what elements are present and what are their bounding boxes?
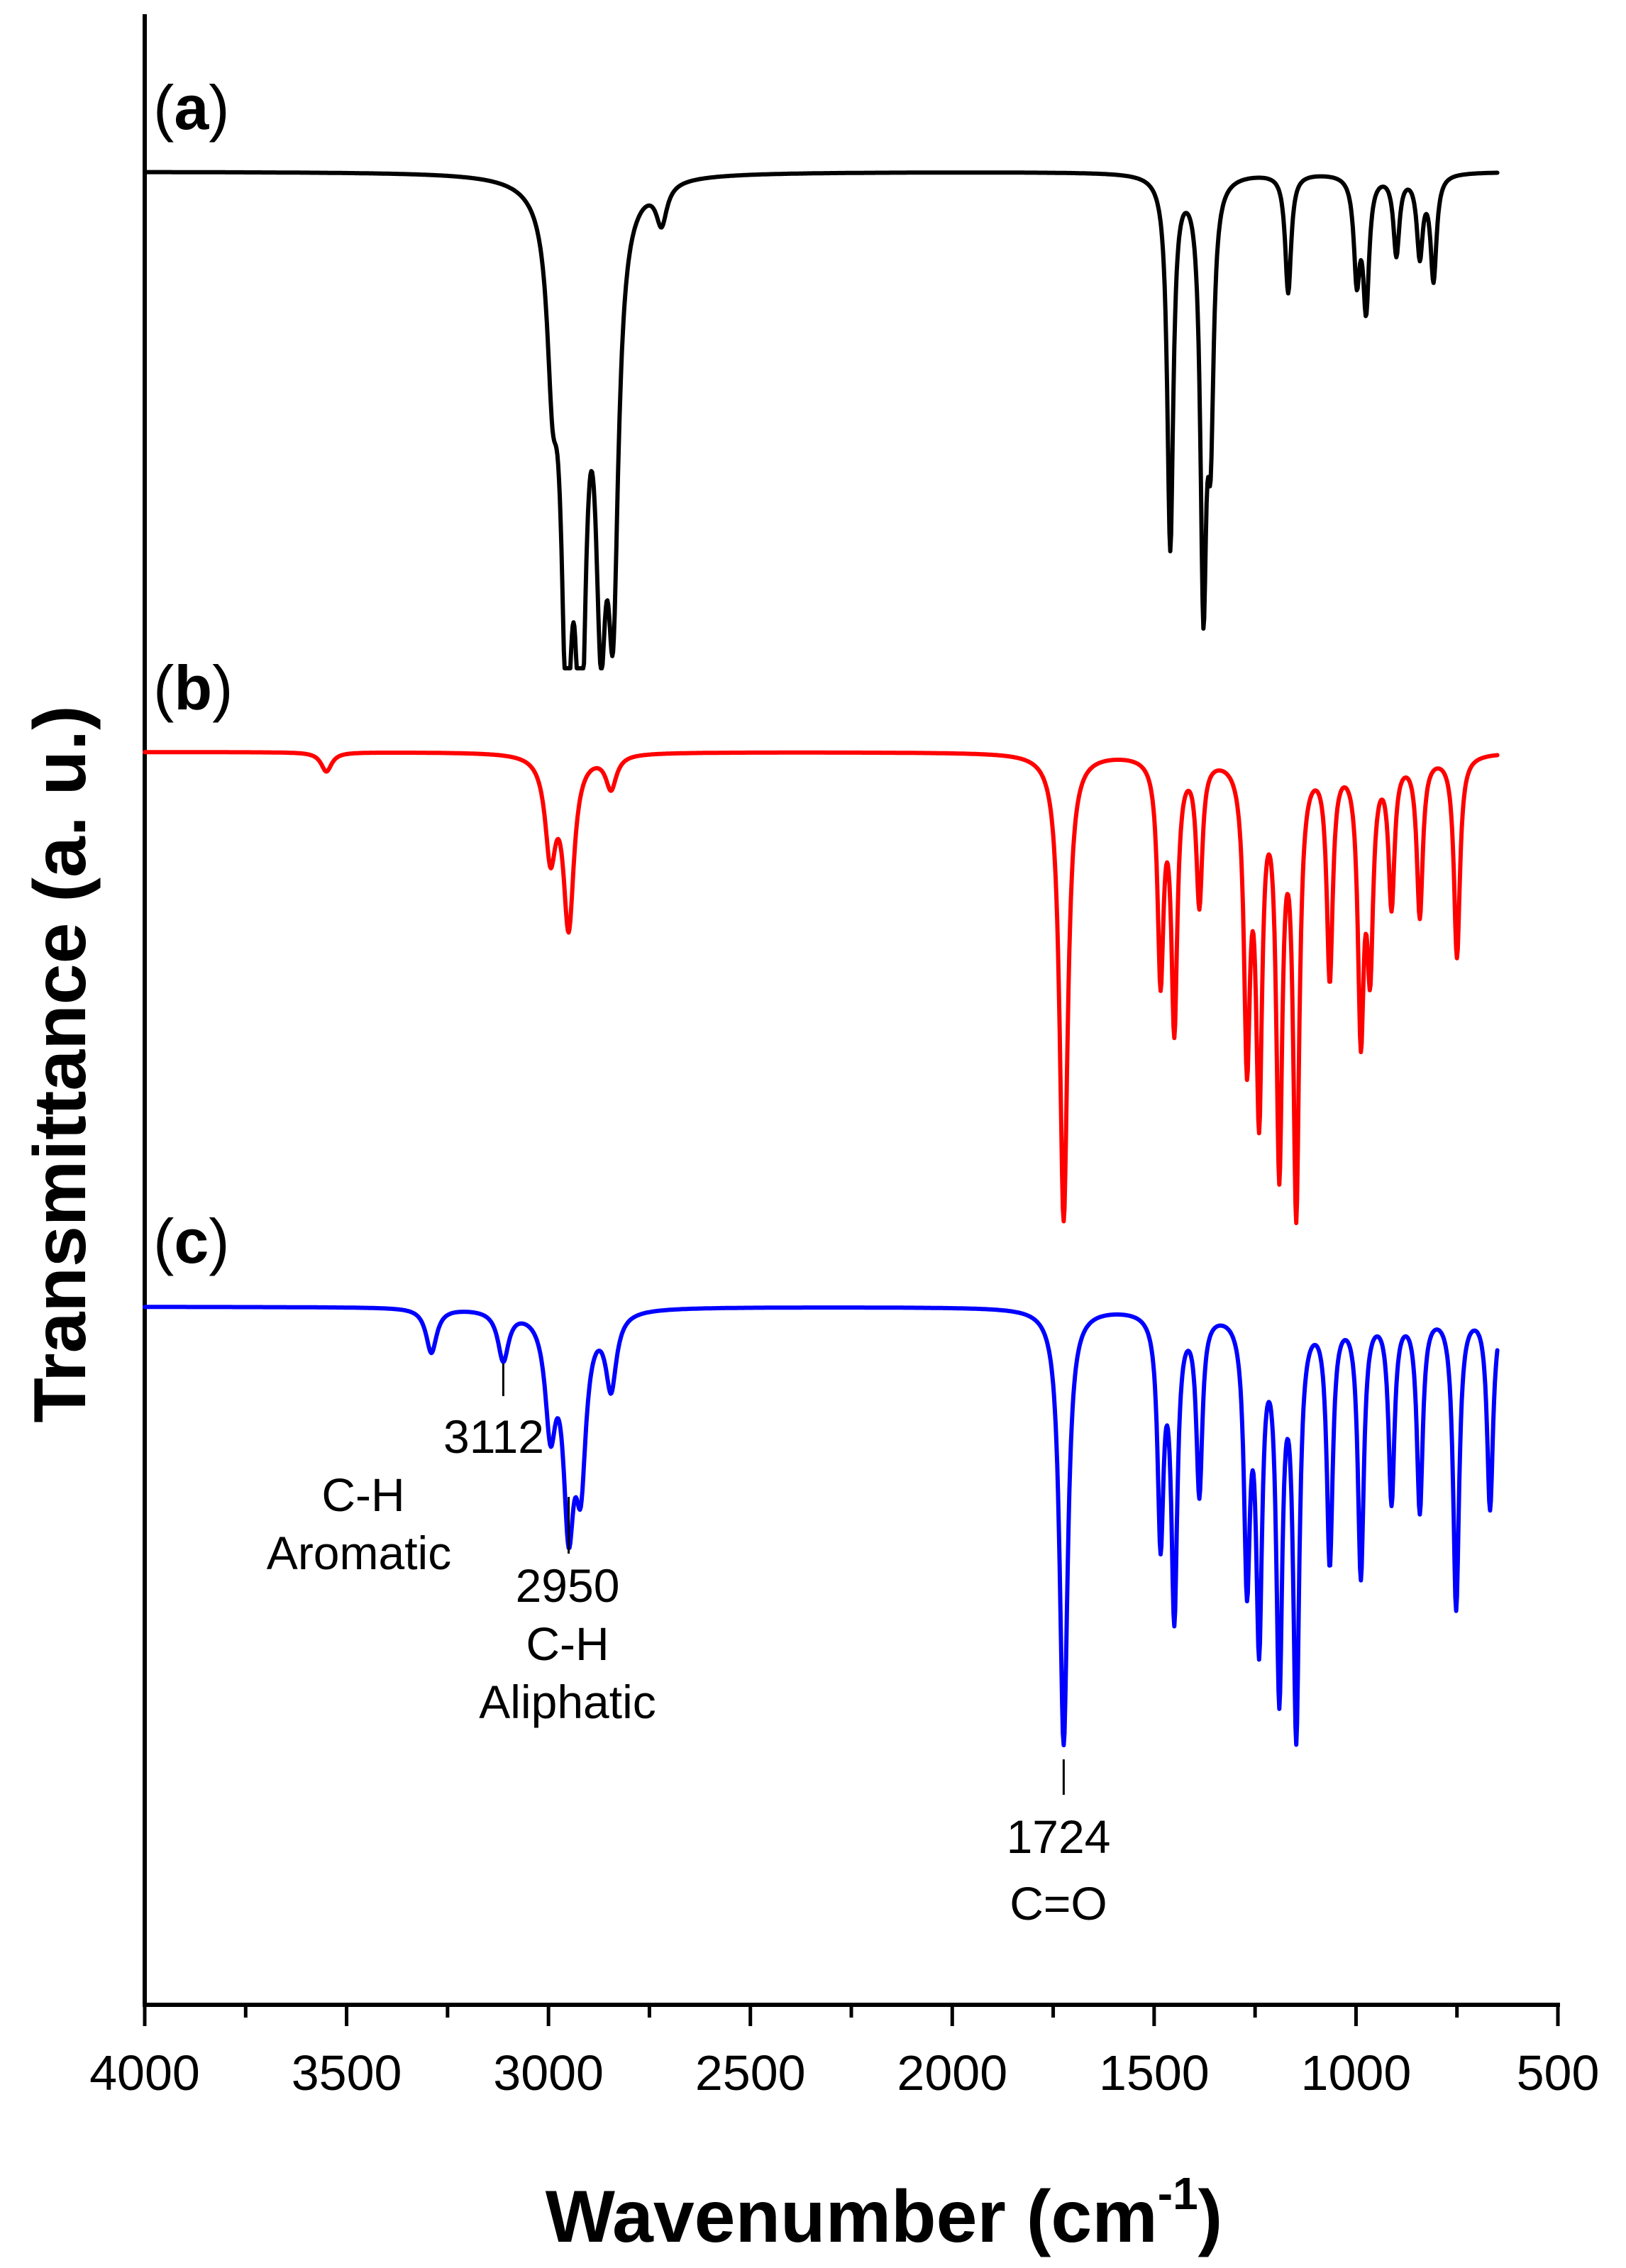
annotation-2950-line-2: Aliphatic xyxy=(479,1676,656,1728)
x-axis-title-word: Wavenumber xyxy=(546,2176,1006,2258)
annotation-3112-line-0: 3112 xyxy=(443,1410,544,1463)
panel-label-b: (b) xyxy=(153,653,233,723)
x-tick-label-2000: 2000 xyxy=(897,2045,1007,2101)
x-axis-title: Wavenumber (cm-1) xyxy=(546,2168,1223,2258)
x-tick-label-500: 500 xyxy=(1517,2045,1600,2101)
x-tick-label-1000: 1000 xyxy=(1301,2045,1412,2101)
x-tick-label-1500: 1500 xyxy=(1099,2045,1210,2101)
y-axis-title: Transmittance (a. u.) xyxy=(19,705,101,1422)
panel-label-open-paren: ( xyxy=(153,72,174,143)
x-axis-ticks xyxy=(143,2005,1560,2026)
series-line-b xyxy=(143,750,1500,1225)
annotation-1724-line-0: 1724 xyxy=(1007,1810,1111,1863)
annotation-2950-line-1: C-H xyxy=(526,1617,609,1670)
x-tick-label-3500: 3500 xyxy=(292,2045,402,2101)
panel-label-open-paren: ( xyxy=(153,653,174,723)
annotation-3112-line-1: C-H xyxy=(321,1468,404,1521)
panel-label-open-paren: ( xyxy=(153,1206,174,1276)
x-axis-tick-labels: 4000 3500 3000 2500 2000 1500 1000 500 xyxy=(89,2045,1599,2101)
series-line-a xyxy=(143,170,1500,670)
annotation-2950-line-0: 2950 xyxy=(516,1559,620,1612)
panel-label-a: (a) xyxy=(153,72,230,143)
panel-label-close-paren: ) xyxy=(209,72,229,143)
annotation-1724-line-1: C=O xyxy=(1010,1877,1107,1930)
x-tick-label-3000: 3000 xyxy=(493,2045,604,2101)
series-layer xyxy=(143,170,1500,1747)
series-line-c xyxy=(143,1305,1500,1747)
x-tick-label-4000: 4000 xyxy=(89,2045,200,2101)
x-tick-label-2500: 2500 xyxy=(695,2045,806,2101)
panel-label-c: (c) xyxy=(153,1206,230,1276)
panel-label-letter: c xyxy=(174,1206,209,1276)
x-axis-title-unit: (cm xyxy=(1027,2176,1158,2258)
panel-label-letter: b xyxy=(174,653,212,723)
panel-label-close-paren: ) xyxy=(212,653,233,723)
x-axis-title-close: ) xyxy=(1198,2176,1223,2258)
panel-labels: (a)(b)(c) xyxy=(153,72,233,1276)
x-axis-title-exponent: -1 xyxy=(1158,2168,1198,2219)
panel-label-letter: a xyxy=(174,72,209,143)
annotation-3112-line-2: Aromatic xyxy=(267,1527,451,1579)
panel-label-close-paren: ) xyxy=(209,1206,229,1276)
